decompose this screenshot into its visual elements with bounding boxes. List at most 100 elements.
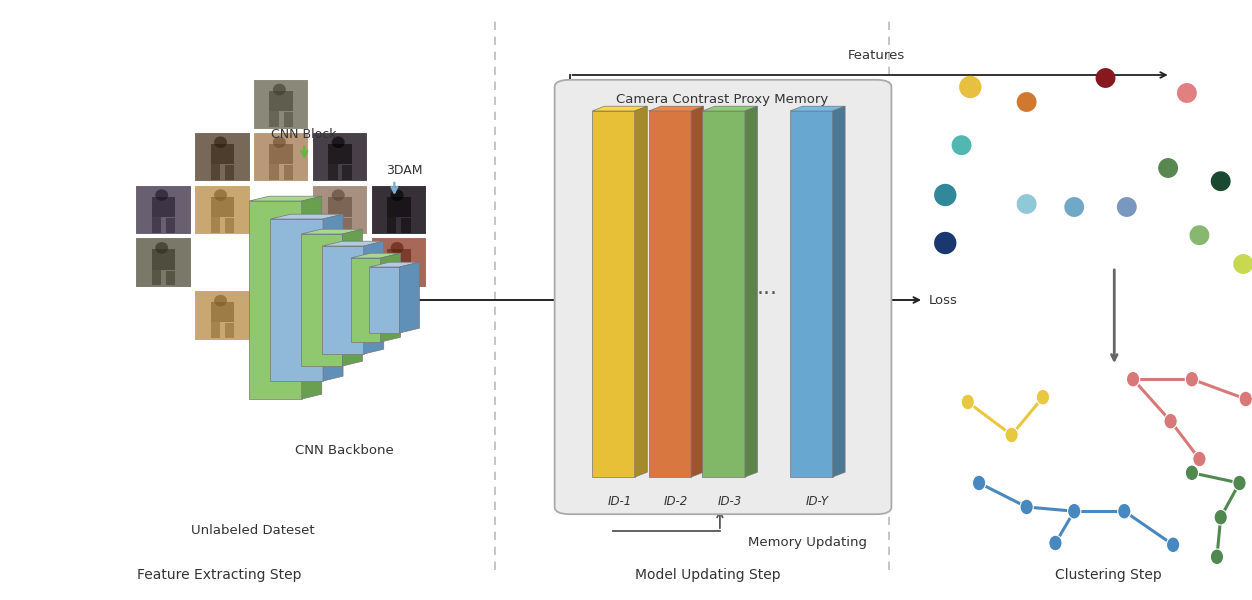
- Bar: [342, 323, 352, 338]
- Ellipse shape: [214, 295, 227, 307]
- Bar: [269, 355, 293, 375]
- Bar: [387, 217, 397, 233]
- Ellipse shape: [273, 136, 285, 148]
- Bar: [165, 218, 175, 233]
- Ellipse shape: [273, 83, 285, 95]
- Polygon shape: [635, 106, 647, 477]
- Bar: [269, 302, 293, 322]
- Bar: [269, 91, 293, 111]
- Ellipse shape: [1127, 371, 1139, 387]
- Bar: [310, 236, 369, 289]
- Bar: [253, 79, 309, 130]
- Text: ···: ···: [757, 284, 777, 304]
- Bar: [371, 238, 427, 288]
- Polygon shape: [270, 214, 343, 219]
- Polygon shape: [691, 106, 704, 477]
- Bar: [702, 111, 745, 477]
- Bar: [322, 246, 363, 354]
- Bar: [401, 271, 411, 286]
- Bar: [342, 165, 352, 180]
- Ellipse shape: [1164, 413, 1177, 429]
- Text: CNN Block: CNN Block: [272, 128, 337, 141]
- Polygon shape: [399, 262, 419, 333]
- Bar: [249, 201, 302, 399]
- Point: [935, 190, 955, 200]
- Bar: [312, 132, 368, 182]
- Polygon shape: [702, 106, 757, 111]
- Ellipse shape: [973, 475, 985, 491]
- Polygon shape: [369, 262, 419, 267]
- Bar: [253, 343, 309, 394]
- Ellipse shape: [214, 189, 227, 201]
- Bar: [592, 111, 635, 477]
- Bar: [193, 236, 252, 289]
- Bar: [210, 144, 234, 164]
- Ellipse shape: [214, 136, 227, 148]
- Ellipse shape: [391, 189, 403, 201]
- Ellipse shape: [1186, 465, 1198, 481]
- Polygon shape: [343, 229, 363, 366]
- Bar: [401, 218, 411, 233]
- Bar: [194, 185, 250, 235]
- Ellipse shape: [332, 189, 344, 201]
- Ellipse shape: [332, 136, 344, 148]
- Bar: [371, 185, 427, 235]
- Point: [1158, 163, 1178, 173]
- Point: [1189, 230, 1209, 240]
- Bar: [194, 290, 250, 341]
- Polygon shape: [323, 214, 343, 381]
- Bar: [270, 219, 323, 381]
- Bar: [387, 250, 411, 269]
- Bar: [312, 185, 368, 235]
- Bar: [351, 258, 381, 342]
- Bar: [135, 185, 192, 235]
- Ellipse shape: [1186, 371, 1198, 387]
- Polygon shape: [745, 106, 757, 477]
- Bar: [194, 132, 250, 182]
- FancyBboxPatch shape: [555, 80, 891, 514]
- Text: ID-Y: ID-Y: [806, 495, 829, 508]
- Bar: [165, 271, 175, 286]
- Text: CNN Backbone: CNN Backbone: [295, 444, 393, 457]
- Bar: [269, 250, 293, 269]
- Bar: [328, 302, 352, 322]
- Text: ID-2: ID-2: [664, 495, 689, 508]
- Bar: [283, 165, 293, 180]
- Text: Unlabeled Dateset: Unlabeled Dateset: [192, 524, 314, 538]
- Ellipse shape: [1233, 475, 1246, 491]
- Text: Memory Updating: Memory Updating: [747, 536, 868, 549]
- Point: [1096, 73, 1116, 83]
- Bar: [210, 302, 234, 322]
- Bar: [328, 197, 352, 217]
- Polygon shape: [833, 106, 845, 477]
- Ellipse shape: [1239, 391, 1252, 407]
- Point: [1117, 202, 1137, 212]
- Polygon shape: [322, 241, 384, 246]
- Bar: [269, 269, 279, 286]
- Bar: [210, 197, 234, 217]
- Bar: [210, 164, 220, 180]
- Ellipse shape: [332, 295, 344, 307]
- Ellipse shape: [1214, 509, 1227, 525]
- Text: 3DAM: 3DAM: [386, 164, 423, 177]
- Bar: [135, 238, 192, 288]
- Polygon shape: [351, 253, 401, 258]
- Bar: [151, 197, 175, 217]
- Bar: [269, 164, 279, 180]
- Bar: [269, 144, 293, 164]
- Bar: [328, 144, 352, 164]
- Text: Features: Features: [848, 49, 905, 62]
- Bar: [283, 271, 293, 286]
- Bar: [328, 322, 338, 338]
- Text: Camera Contrast Proxy Memory: Camera Contrast Proxy Memory: [616, 93, 829, 106]
- Ellipse shape: [1005, 427, 1018, 443]
- Ellipse shape: [155, 189, 168, 201]
- Point: [1211, 176, 1231, 186]
- Bar: [790, 111, 833, 477]
- Ellipse shape: [1167, 537, 1179, 553]
- Point: [1064, 202, 1084, 212]
- Point: [1233, 259, 1252, 269]
- Polygon shape: [649, 106, 704, 111]
- Ellipse shape: [1211, 549, 1223, 565]
- Ellipse shape: [273, 347, 285, 359]
